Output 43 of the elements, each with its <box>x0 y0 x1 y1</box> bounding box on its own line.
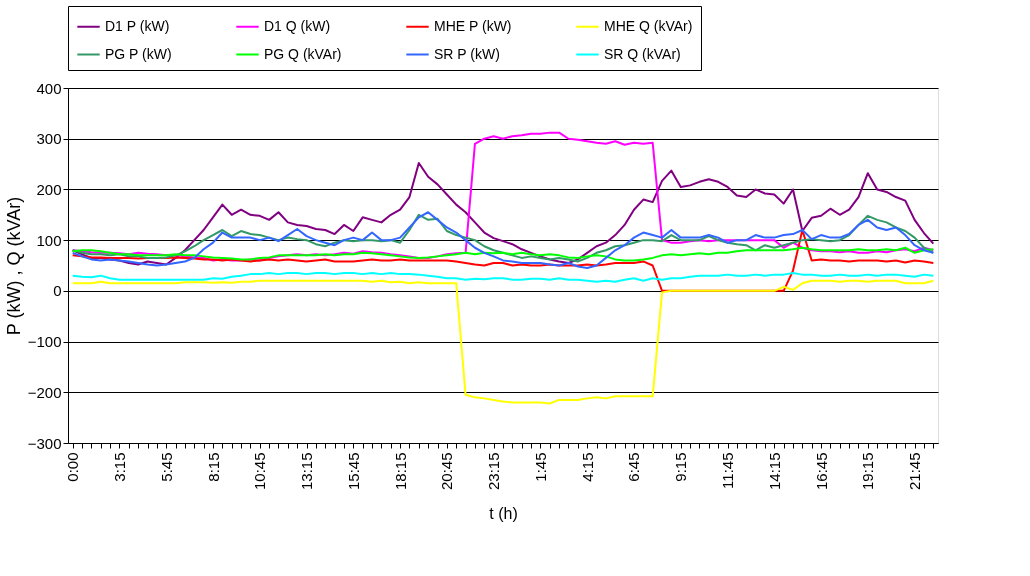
legend-label: SR P (kW) <box>434 45 500 62</box>
x-tick-label: 5:45 <box>157 452 175 482</box>
legend-label: MHE Q (kVAr) <box>604 17 693 34</box>
legend-label: D1 P (kW) <box>105 17 170 34</box>
x-tick-label: 14:15 <box>765 452 783 491</box>
y-tick-label: 200 <box>36 180 62 198</box>
y-tick-label: −300 <box>27 434 62 452</box>
line-series <box>71 211 935 270</box>
y-tick-label: 300 <box>36 130 62 148</box>
y-tick-label: −100 <box>27 333 62 351</box>
line-series <box>71 213 935 263</box>
x-tick-label: 23:15 <box>485 452 503 491</box>
x-tick-label: 3:15 <box>110 452 128 482</box>
y-axis-title: P (kW) , Q (kVAr) <box>3 196 24 336</box>
legend-label: PG Q (kVAr) <box>264 45 342 62</box>
x-tick-label: 4:15 <box>578 452 596 482</box>
x-tick-label: 13:15 <box>298 452 316 491</box>
line-series <box>71 246 935 262</box>
y-tick-label: 400 <box>36 79 62 97</box>
y-tick-label: −200 <box>27 383 62 401</box>
y-tick-label: 100 <box>36 231 62 249</box>
x-tick-label: 11:45 <box>719 452 737 489</box>
legend-label: SR Q (kVAr) <box>604 45 681 62</box>
x-tick-label: 16:45 <box>812 452 830 491</box>
x-tick-label: 20:45 <box>438 452 456 491</box>
x-tick-label: 15:45 <box>344 452 362 491</box>
legend-label: MHE P (kW) <box>434 17 512 34</box>
x-tick-label: 8:15 <box>204 452 222 482</box>
legend-label: D1 Q (kW) <box>264 17 331 34</box>
x-tick-label: 0:00 <box>64 452 82 482</box>
x-tick-label: 1:45 <box>531 452 549 482</box>
y-tick-label: 0 <box>53 282 62 300</box>
x-axis-title: t (h) <box>489 505 518 523</box>
x-tick-label: 9:15 <box>672 452 690 482</box>
line-series <box>71 131 935 262</box>
line-series <box>71 272 935 283</box>
x-tick-label: 18:15 <box>391 452 409 491</box>
x-tick-label: 6:45 <box>625 452 643 482</box>
line-series <box>71 279 935 405</box>
legend-label: PG P (kW) <box>105 45 172 62</box>
x-tick-label: 10:45 <box>251 452 269 491</box>
x-tick-label: 19:15 <box>859 452 877 491</box>
x-tick-label: 21:45 <box>906 452 924 491</box>
